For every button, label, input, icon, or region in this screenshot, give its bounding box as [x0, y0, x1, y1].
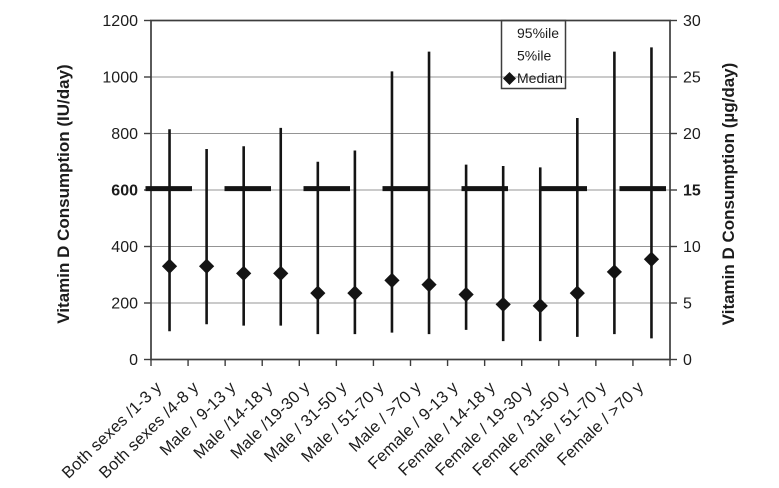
left-axis-label-1000: 1000	[102, 70, 138, 87]
median-diamond-4	[273, 265, 289, 281]
right-axis-label-25: 25	[683, 70, 701, 87]
legend-box	[500, 19, 567, 90]
median-diamond-5	[310, 285, 326, 301]
legend-label-95-ile: 95%ile	[517, 25, 559, 41]
median-diamond-14	[643, 251, 660, 267]
left-axis-label-0: 0	[129, 352, 138, 369]
median-diamond-8	[421, 277, 437, 293]
left-axis-label-400: 400	[111, 239, 138, 256]
median-diamond-11	[532, 298, 548, 314]
median-diamond-9	[458, 286, 474, 303]
median-diamond-6	[347, 285, 363, 301]
median-diamond-13	[606, 264, 622, 280]
median-diamond-12	[569, 285, 585, 301]
median-diamond-1	[161, 258, 178, 274]
right-axis-label-0: 0	[683, 352, 692, 369]
median-diamond-3	[236, 265, 252, 281]
right-axis-label-15: 15	[683, 183, 701, 200]
left-axis-title: Vitamin D Consumption (IU/day)	[54, 64, 73, 323]
right-axis-label-10: 10	[683, 239, 701, 256]
right-axis-label-5: 5	[683, 296, 692, 313]
left-axis-label-600: 600	[111, 183, 138, 200]
left-axis-label-1200: 1200	[102, 13, 138, 30]
left-axis-label-200: 200	[111, 296, 138, 313]
legend-label-median: Median	[517, 70, 563, 86]
right-axis-title: Vitamin D Consumption (µg/day)	[719, 63, 738, 326]
right-axis-label-20: 20	[683, 126, 701, 143]
left-axis-label-800: 800	[111, 126, 138, 143]
legend-label-5-ile: 5%ile	[517, 48, 551, 64]
legend-median-diamond-icon	[503, 72, 516, 85]
median-diamond-10	[495, 296, 511, 313]
median-diamond-7	[384, 272, 400, 288]
right-axis-label-30: 30	[683, 13, 701, 30]
median-diamond-2	[199, 258, 215, 274]
